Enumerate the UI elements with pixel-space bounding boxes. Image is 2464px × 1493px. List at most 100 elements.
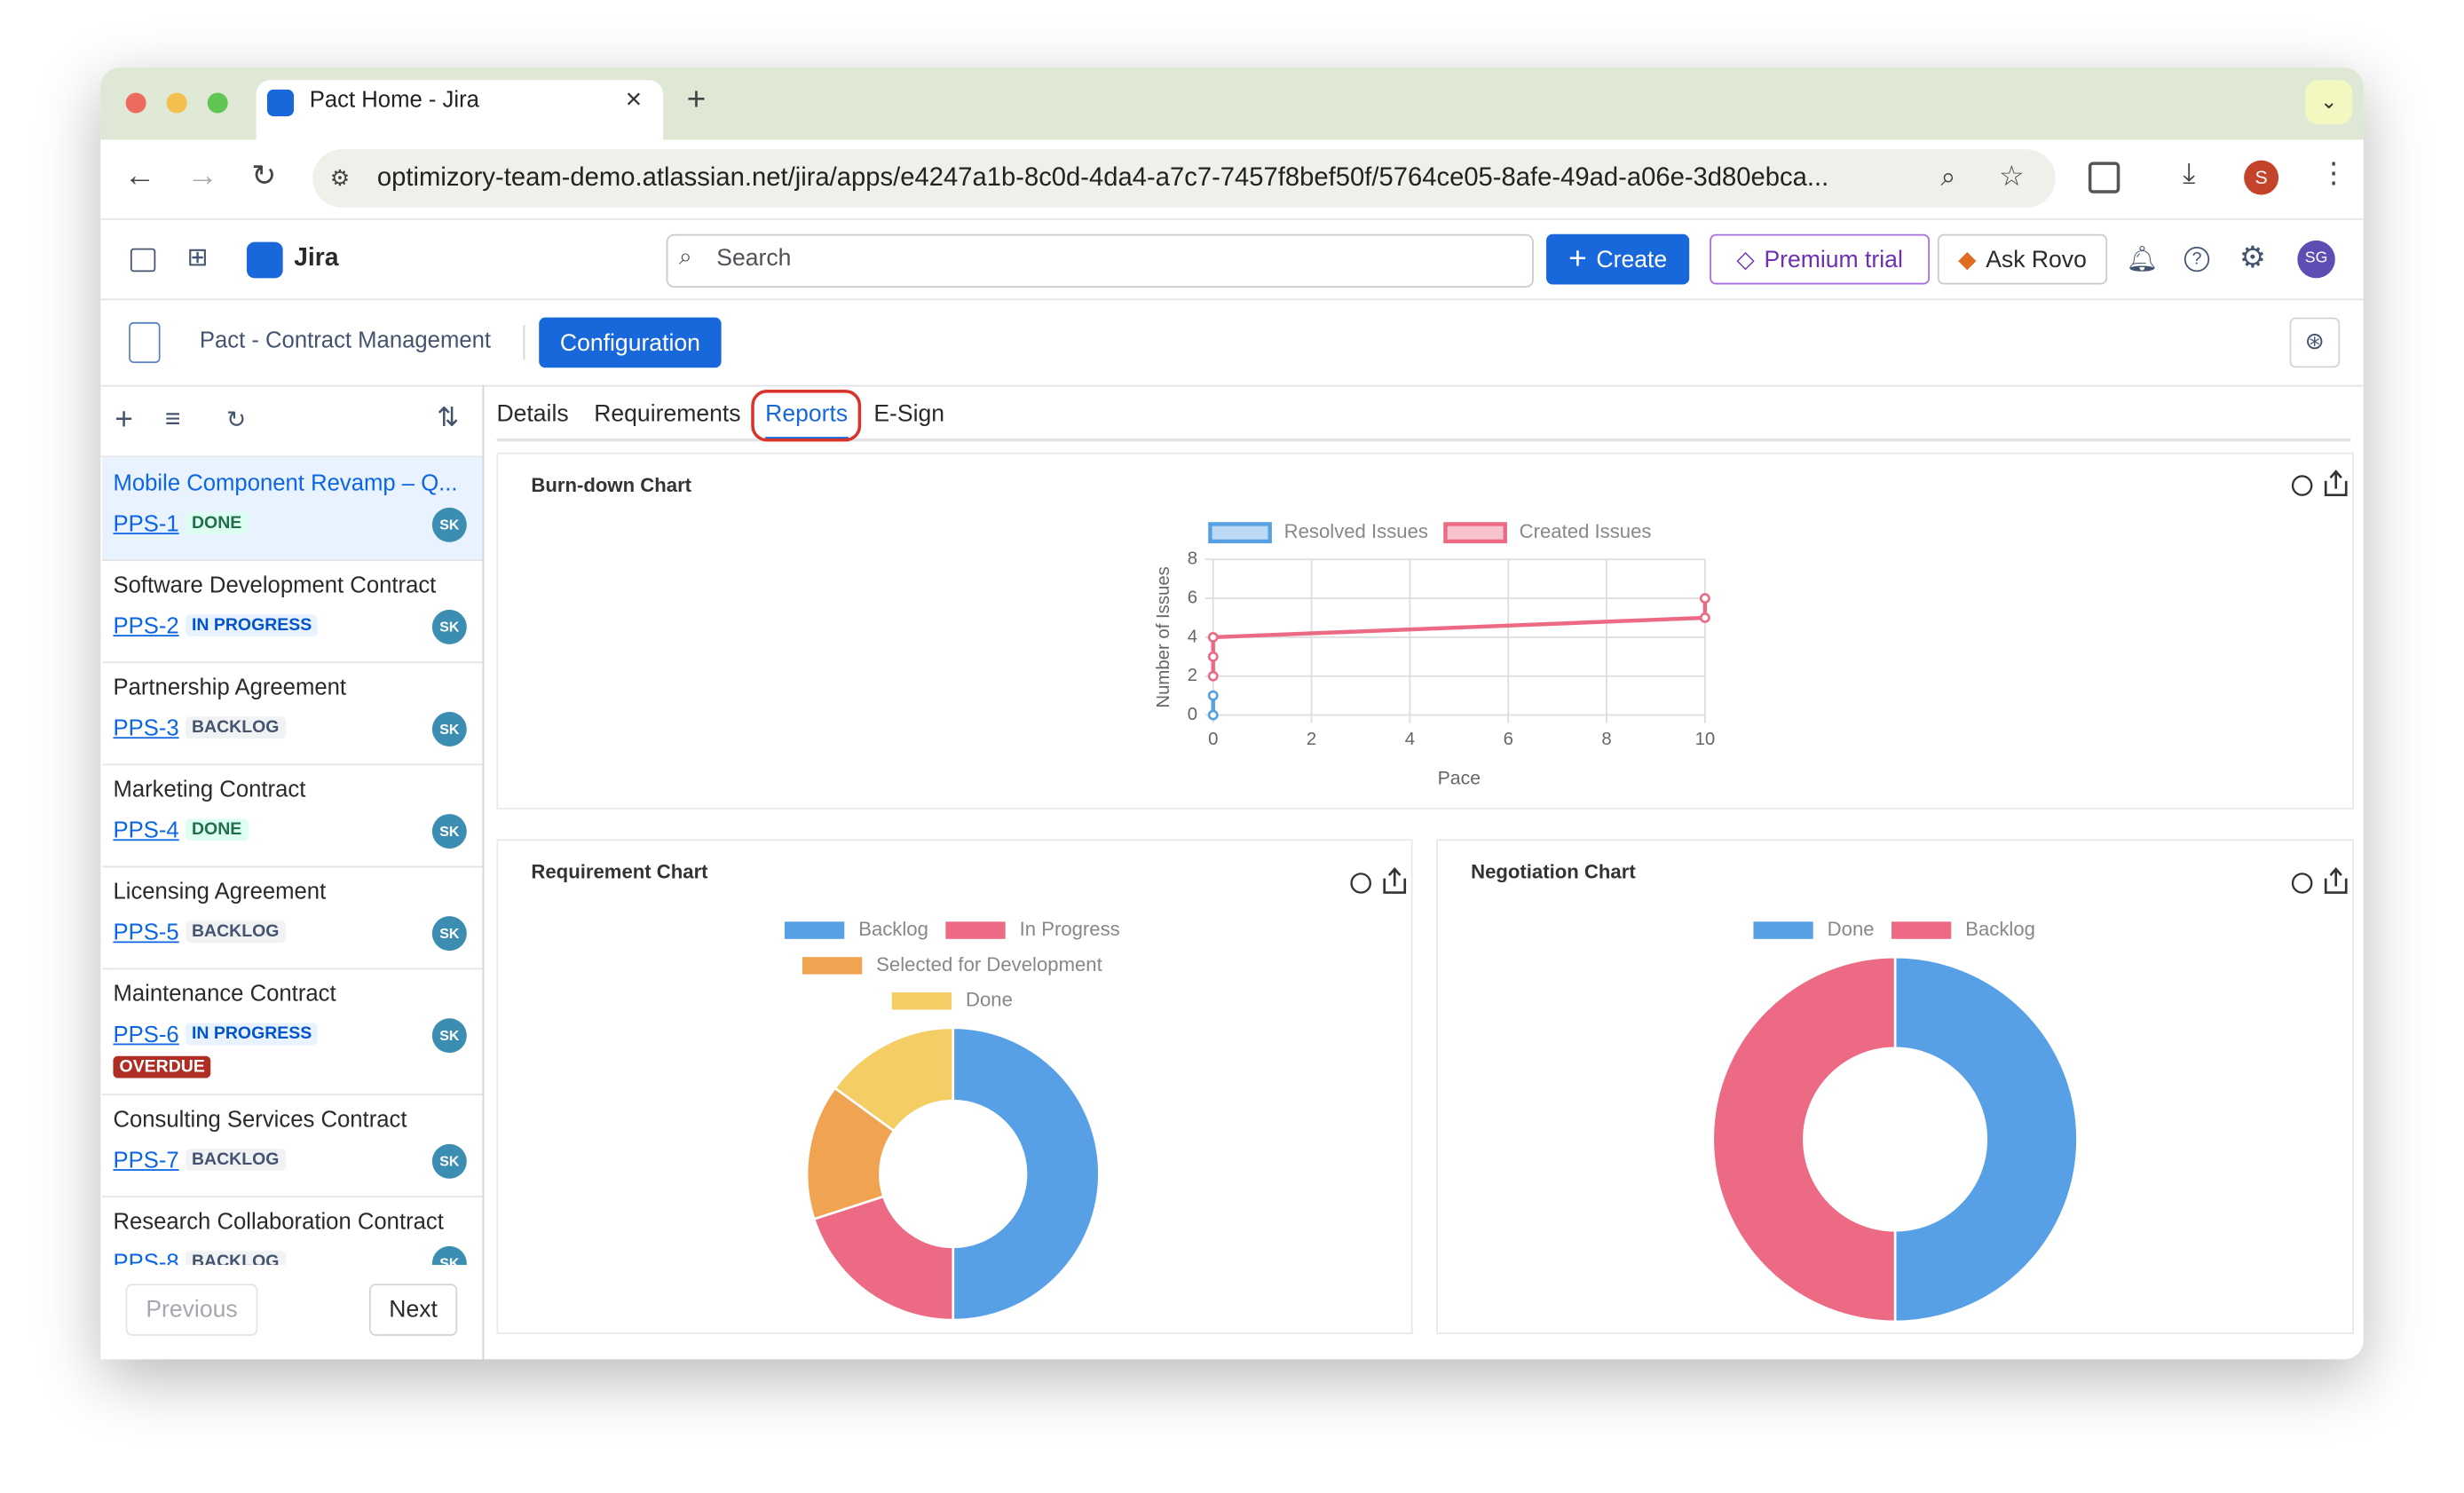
list-item[interactable]: Maintenance Contract PPS-6 IN PROGRESS SK OV… bbox=[102, 968, 483, 1095]
toolbar-divider bbox=[100, 455, 483, 458]
list-item[interactable]: Consulting Services Contract PPS-7 BACKLOG… bbox=[102, 1094, 483, 1198]
list-item[interactable]: Licensing Agreement PPS-5 BACKLOG SK bbox=[102, 865, 483, 970]
status-lozenge: DONE bbox=[185, 818, 249, 841]
jira-logo[interactable] bbox=[246, 241, 283, 279]
burndown-card bbox=[496, 452, 2355, 810]
doughnut-segment bbox=[812, 1195, 955, 1322]
y-tick-label: 4 bbox=[1188, 627, 1197, 646]
menu[interactable]: ⋮ bbox=[2319, 157, 2348, 189]
tab-underline bbox=[765, 437, 849, 440]
search-icon: ⌕ bbox=[678, 243, 692, 271]
list-item[interactable]: Mobile Component Revamp – Q... PPS-1 DONE S… bbox=[102, 457, 483, 562]
notifications[interactable]: 🔔︎ bbox=[2126, 246, 2159, 274]
list-item[interactable]: Marketing Contract PPS-4 DONE SK bbox=[102, 763, 483, 868]
chart-title: Negotiation Chart bbox=[1471, 861, 1636, 883]
x-axis-title: Pace bbox=[1438, 767, 1481, 788]
status-lozenge: IN PROGRESS bbox=[185, 614, 319, 637]
downloads[interactable]: ⤓ bbox=[2183, 157, 2196, 189]
rovo-button[interactable]: ◆ Ask Rovo bbox=[1937, 233, 2108, 285]
new-tab[interactable]: + bbox=[686, 82, 707, 118]
app-switcher[interactable]: ⊞ bbox=[186, 245, 209, 273]
settings[interactable]: ⚙ bbox=[2239, 241, 2266, 275]
data-point bbox=[1207, 670, 1219, 682]
create-label: Create bbox=[1596, 246, 1668, 273]
info-icon bbox=[2291, 873, 2313, 894]
premium-label: Premium trial bbox=[1764, 246, 1903, 273]
legend-label: Created Issues bbox=[1520, 520, 1652, 542]
item-key[interactable]: PPS-7 bbox=[113, 1149, 179, 1174]
help-center[interactable]: ⊛ bbox=[2289, 317, 2341, 368]
data-point bbox=[1207, 651, 1219, 662]
sort[interactable]: ⇅ bbox=[437, 402, 460, 432]
status-lozenge: DONE bbox=[185, 512, 249, 534]
item-title: Marketing Contract bbox=[113, 778, 306, 803]
back[interactable]: ← bbox=[123, 158, 156, 194]
tab[interactable]: E-Sign bbox=[873, 400, 945, 428]
item-key[interactable]: PPS-3 bbox=[113, 716, 179, 742]
data-point bbox=[1207, 690, 1219, 701]
item-key[interactable]: PPS-2 bbox=[113, 614, 179, 640]
assignee-avatar: SK bbox=[431, 1245, 467, 1266]
list-item[interactable]: Software Development Contract PPS-2 IN PRO… bbox=[102, 559, 483, 664]
list-item[interactable]: Research Collaboration Contract PPS-8 BACK… bbox=[102, 1196, 482, 1266]
project-name[interactable]: Pact - Contract Management bbox=[199, 328, 492, 354]
x-tick-label: 8 bbox=[1601, 730, 1611, 749]
user-avatar[interactable]: SG bbox=[2297, 240, 2335, 279]
next-button[interactable]: Next bbox=[369, 1284, 458, 1336]
refresh[interactable]: ↻ bbox=[225, 407, 247, 434]
add-item[interactable]: + bbox=[115, 402, 133, 438]
item-key[interactable]: PPS-4 bbox=[113, 818, 179, 844]
tab[interactable]: Reports bbox=[765, 400, 849, 428]
forward[interactable]: → bbox=[186, 158, 219, 194]
minimize-window[interactable] bbox=[166, 92, 187, 114]
tab-search[interactable]: ⌄ bbox=[2305, 80, 2353, 124]
legend-label: Done bbox=[966, 989, 1013, 1011]
search-box[interactable] bbox=[666, 233, 1534, 288]
item-key[interactable]: PPS-8 bbox=[113, 1251, 179, 1266]
extensions[interactable] bbox=[2088, 162, 2120, 194]
sidebar-toggle[interactable] bbox=[130, 248, 156, 273]
legend-swatch bbox=[1891, 921, 1952, 939]
y-axis-title: Number of Issues bbox=[1154, 566, 1173, 707]
zoom-icon[interactable]: ⌕ bbox=[1940, 162, 1956, 192]
premium-button[interactable]: ◇ Premium trial bbox=[1710, 233, 1931, 285]
status-lozenge: BACKLOG bbox=[185, 1149, 286, 1171]
filter[interactable]: ≡ bbox=[164, 403, 181, 434]
reload[interactable]: ↻ bbox=[251, 160, 277, 194]
app-name[interactable]: Jira bbox=[294, 245, 339, 273]
header-divider bbox=[100, 384, 2364, 387]
configuration-button[interactable]: Configuration bbox=[539, 317, 722, 368]
item-title: Partnership Agreement bbox=[113, 675, 347, 701]
info-icon bbox=[1350, 873, 1371, 894]
item-key[interactable]: PPS-6 bbox=[113, 1023, 179, 1048]
maximize-window[interactable] bbox=[207, 92, 228, 114]
list-item[interactable]: Partnership Agreement PPS-3 BACKLOG SK bbox=[102, 661, 483, 766]
profile[interactable]: S bbox=[2244, 160, 2279, 195]
tab[interactable]: Details bbox=[496, 400, 569, 428]
tab-close[interactable]: × bbox=[625, 83, 643, 115]
x-tick-label: 0 bbox=[1208, 730, 1218, 749]
bookmark[interactable]: ☆ bbox=[1998, 160, 2025, 192]
tab[interactable]: Requirements bbox=[594, 400, 741, 428]
status-lozenge: BACKLOG bbox=[185, 716, 286, 739]
share-icon bbox=[2324, 470, 2348, 497]
pagination bbox=[100, 1265, 483, 1360]
previous-button[interactable]: Previous bbox=[125, 1284, 258, 1336]
item-key[interactable]: PPS-5 bbox=[113, 920, 179, 946]
site-info[interactable]: ⚙ bbox=[329, 164, 351, 191]
highlight-annotation bbox=[751, 390, 862, 442]
item-key[interactable]: PPS-1 bbox=[113, 512, 179, 538]
browser-tab[interactable] bbox=[256, 80, 664, 140]
y-tick-label: 2 bbox=[1188, 666, 1197, 685]
x-tick-label: 6 bbox=[1504, 730, 1513, 749]
status-lozenge: BACKLOG bbox=[185, 920, 286, 944]
assignee-avatar: SK bbox=[431, 609, 467, 644]
close-window[interactable] bbox=[125, 92, 146, 114]
help[interactable]: ? bbox=[2184, 246, 2210, 273]
data-point bbox=[1207, 709, 1219, 721]
item-title: Mobile Component Revamp – Q... bbox=[113, 471, 458, 497]
address-bar[interactable] bbox=[312, 149, 2056, 208]
create-button[interactable]: + Create bbox=[1546, 233, 1690, 285]
item-title: Maintenance Contract bbox=[113, 982, 336, 1007]
